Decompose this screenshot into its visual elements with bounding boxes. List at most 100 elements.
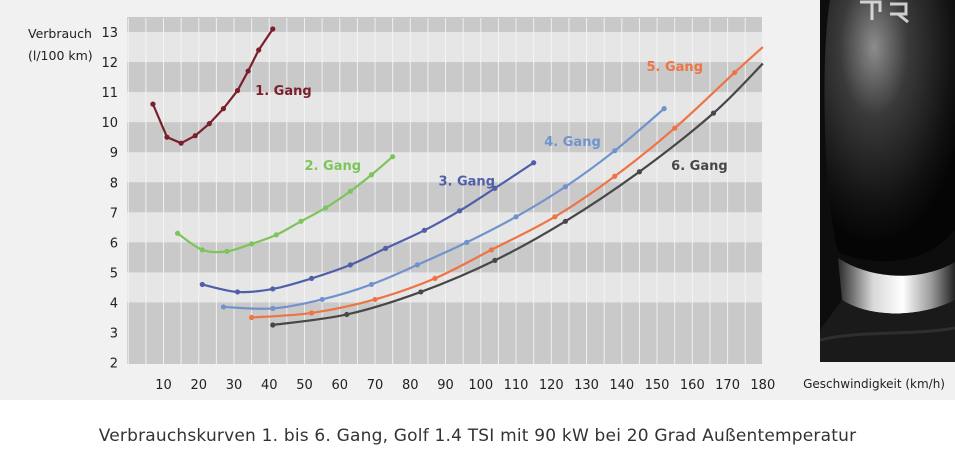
data-point: [562, 218, 569, 224]
data-point: [562, 184, 569, 190]
data-point: [256, 47, 262, 53]
y-tick-label: 7: [110, 206, 118, 221]
series-labels: 1. Gang 2. Gang 3. Gang 4. Gang 5. Gang 6. Ga…: [255, 60, 728, 189]
data-point: [488, 247, 494, 253]
y-axis-label-line-1: Verbrauch: [28, 26, 92, 41]
x-tick-label: 30: [226, 378, 243, 393]
x-tick-label: 10: [155, 378, 172, 393]
series-label: 1. Gang: [255, 84, 312, 99]
data-point: [234, 87, 241, 94]
data-point: [372, 296, 378, 303]
series-line: [202, 161, 535, 294]
data-point: [552, 214, 558, 220]
data-point: [390, 154, 396, 160]
data-point: [270, 286, 276, 292]
y-tick-label: 8: [110, 176, 118, 191]
data-point: [220, 304, 227, 310]
series-line: [223, 107, 665, 310]
series-line: [272, 62, 764, 327]
series-2-gang: [175, 154, 396, 254]
data-point: [344, 311, 350, 318]
y-axis-label-line-2: (l/100 km): [28, 48, 93, 63]
x-tick-label: 20: [190, 378, 207, 393]
data-point: [234, 289, 241, 295]
data-point: [270, 322, 276, 328]
y-tick-label: 2: [110, 357, 118, 372]
data-point: [175, 230, 181, 236]
x-tick-label: 180: [750, 378, 775, 393]
data-point: [319, 296, 325, 303]
data-point: [164, 134, 170, 140]
data-point: [432, 275, 438, 282]
data-point: [710, 110, 717, 116]
x-tick-label: 40: [261, 378, 278, 393]
data-point: [661, 106, 667, 112]
figure-caption: Verbrauchskurven 1. bis 6. Gang, Golf 1.…: [98, 426, 857, 446]
data-point: [368, 172, 375, 178]
data-point: [531, 160, 537, 166]
x-tick-label: 100: [468, 378, 493, 393]
series-6-gang: [270, 62, 764, 328]
x-tick-label: 140: [609, 378, 634, 393]
x-tick-label: 50: [296, 378, 313, 393]
series-label: 4. Gang: [544, 135, 601, 150]
data-point: [192, 133, 198, 139]
y-tick-label: 5: [110, 266, 118, 281]
data-point: [206, 121, 212, 127]
y-tick-label: 4: [110, 296, 118, 311]
band-dark: [127, 332, 762, 364]
background-bands: [127, 16, 762, 364]
data-point: [249, 241, 255, 247]
series-label: 6. Gang: [671, 159, 728, 174]
data-point: [308, 275, 315, 282]
band-dark: [127, 122, 762, 153]
series-line: [251, 46, 764, 319]
data-point: [178, 140, 184, 146]
data-point: [457, 208, 463, 214]
data-point: [513, 214, 519, 220]
y-tick-label: 11: [101, 86, 118, 101]
x-tick-label: 90: [437, 378, 454, 393]
data-point: [414, 262, 420, 268]
series-1-gang: [150, 26, 276, 146]
data-point: [199, 247, 205, 253]
y-tick-label: 6: [110, 236, 118, 251]
series-label: 3. Gang: [438, 174, 495, 189]
y-tick-label: 12: [101, 56, 118, 71]
data-point: [245, 68, 251, 74]
band-dark: [127, 62, 762, 93]
data-point: [347, 262, 353, 268]
data-point: [220, 106, 227, 112]
chart-figure: 1. Gang 2. Gang 3. Gang 4. Gang 5. Gang 6. Ga…: [0, 0, 955, 400]
data-point: [492, 257, 498, 263]
series-label: 5. Gang: [646, 60, 703, 75]
data-point: [298, 218, 304, 224]
data-point: [636, 169, 643, 175]
x-tick-label: 130: [574, 378, 599, 393]
fuel-consumption-chart: 1. Gang 2. Gang 3. Gang 4. Gang 5. Gang 6. Ga…: [28, 16, 945, 393]
x-tick-labels: 10 20 30 40 50 60 70 80 90 100 110 120 130 140 150 160 1…: [155, 378, 775, 393]
data-point: [150, 101, 156, 107]
gear-knob-photo: [820, 0, 955, 362]
data-point: [249, 314, 255, 321]
x-tick-label: 170: [715, 378, 740, 393]
x-tick-label: 60: [332, 378, 349, 393]
data-point: [421, 227, 427, 233]
x-tick-label: 70: [367, 378, 384, 393]
data-point: [612, 173, 618, 179]
series-group: [150, 26, 764, 328]
band-dark: [127, 242, 762, 273]
data-point: [224, 248, 230, 254]
band-dark: [127, 182, 762, 213]
data-point: [270, 305, 276, 312]
y-tick-label: 13: [101, 26, 118, 41]
x-tick-label: 150: [645, 378, 670, 393]
data-point: [464, 239, 470, 245]
vertical-gridlines: [127, 18, 746, 364]
x-axis-label: Geschwindigkeit (km/h): [803, 377, 945, 391]
series-label: 2. Gang: [305, 159, 362, 174]
data-point: [492, 185, 498, 191]
series-line: [176, 155, 394, 254]
data-point: [273, 232, 279, 238]
y-tick-label: 10: [101, 116, 118, 131]
